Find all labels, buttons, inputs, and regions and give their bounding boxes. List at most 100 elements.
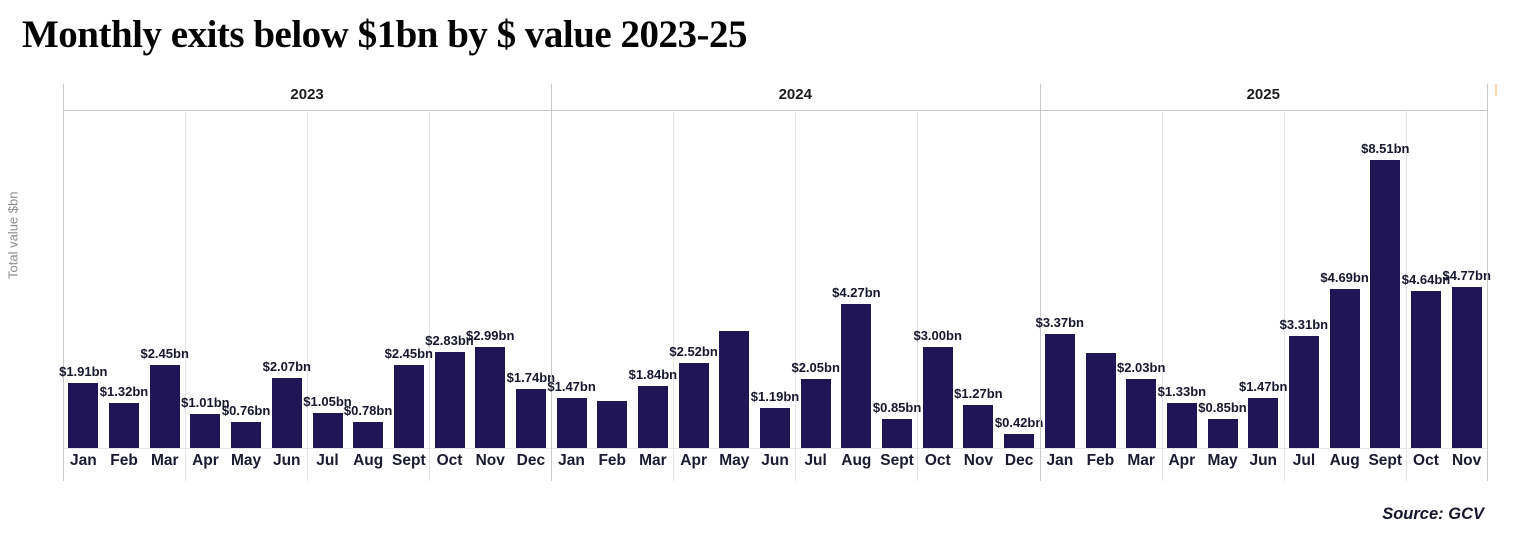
bar-2024-jul[interactable] — [800, 379, 831, 448]
bar-2023-jun[interactable] — [271, 378, 302, 448]
month-label-2024-nov: Nov — [963, 452, 994, 469]
bar-2024-jan[interactable] — [556, 398, 587, 448]
bar-2024-oct[interactable] — [922, 347, 953, 448]
bar-value-label: $0.42bn — [994, 415, 1044, 430]
bar-value-label: $3.00bn — [913, 328, 962, 343]
bar-value-label: $1.01bn — [181, 395, 230, 410]
bar-2025-jul[interactable] — [1288, 336, 1319, 448]
month-label-2025-may: May — [1207, 452, 1238, 469]
source-credit: Source: GCV — [1382, 505, 1484, 523]
month-label-2024-jan: Jan — [558, 452, 585, 469]
month-label-2023-jun: Jun — [272, 452, 301, 469]
quarter-separator-line — [1283, 110, 1285, 481]
bar-2023-mar[interactable] — [149, 365, 180, 448]
bar-2023-apr[interactable] — [190, 414, 221, 448]
month-label-2023-jan: Jan — [69, 452, 97, 469]
bar-2025-may[interactable] — [1207, 419, 1238, 448]
bar-2023-sept[interactable] — [393, 365, 424, 448]
month-label-2025-jun: Jun — [1249, 452, 1278, 469]
bar-2023-aug[interactable] — [353, 422, 384, 448]
month-label-2023-dec: Dec — [516, 452, 546, 469]
month-label-2024-mar: Mar — [639, 452, 667, 469]
bar-value-label: $1.47bn — [1238, 379, 1288, 394]
bar-2024-feb[interactable] — [597, 401, 628, 448]
year-boundary-line — [551, 84, 553, 481]
bar-value-label: $0.78bn — [343, 403, 393, 418]
bar-2025-oct[interactable] — [1411, 291, 1441, 448]
bar-2025-mar[interactable] — [1126, 379, 1157, 448]
bar-2023-may[interactable] — [231, 422, 262, 448]
bar-2025-apr[interactable] — [1166, 403, 1197, 448]
bar-2025-jun[interactable] — [1248, 398, 1279, 448]
bar-2024-aug[interactable] — [841, 304, 872, 448]
bar-value-label: $2.07bn — [262, 359, 312, 374]
bar-value-label: $2.45bn — [140, 346, 189, 361]
quarter-separator-line — [307, 110, 309, 481]
bar-value-label: $2.99bn — [465, 328, 515, 343]
bar-value-label: $2.05bn — [791, 360, 840, 375]
bar-2024-jun[interactable] — [760, 408, 790, 448]
bar-2024-may[interactable] — [719, 331, 750, 448]
bar-2025-nov[interactable] — [1451, 287, 1482, 448]
bar-value-label: $3.31bn — [1279, 317, 1329, 332]
plot-right-edge-line — [1487, 84, 1488, 481]
bar-2024-mar[interactable] — [637, 386, 668, 448]
quarter-separator-line — [795, 110, 797, 481]
bar-value-label: $1.91bn — [59, 364, 108, 379]
bar-2024-nov[interactable] — [963, 405, 994, 448]
month-label-2023-oct: Oct — [436, 452, 463, 469]
bar-2025-aug[interactable] — [1329, 289, 1360, 448]
bar-2024-sept[interactable] — [882, 419, 913, 448]
bar-value-label: $3.37bn — [1035, 315, 1085, 330]
month-label-2024-jul: Jul — [804, 452, 827, 469]
bar-2023-jan[interactable] — [68, 383, 99, 448]
bar-value-label: $2.03bn — [1116, 360, 1166, 375]
quarter-separator-line — [185, 110, 187, 481]
year-boundary-line — [1039, 84, 1041, 481]
month-label-2023-jul: Jul — [316, 452, 339, 469]
month-label-2024-may: May — [719, 452, 750, 469]
month-label-2024-dec: Dec — [1004, 452, 1034, 469]
bar-2025-jan[interactable] — [1044, 334, 1075, 448]
x-axis-line — [63, 448, 1487, 449]
month-label-2025-oct: Oct — [1413, 452, 1439, 469]
quarter-separator-line — [1405, 110, 1407, 481]
bar-value-label: $1.47bn — [547, 379, 596, 394]
year-header-2025: 2025 — [1246, 86, 1280, 103]
bar-value-label: $4.77bn — [1442, 268, 1491, 283]
year-header-2023: 2023 — [290, 86, 324, 103]
month-label-2023-nov: Nov — [475, 452, 505, 469]
bar-value-label: $8.51bn — [1361, 141, 1410, 156]
chart-title: Monthly exits below $1bn by $ value 2023… — [22, 13, 747, 56]
month-label-2025-aug: Aug — [1329, 452, 1360, 469]
bar-value-label: $0.76bn — [221, 403, 271, 418]
bar-2023-oct[interactable] — [434, 352, 465, 448]
bar-value-label: $1.74bn — [506, 370, 556, 385]
bar-2023-feb[interactable] — [109, 403, 139, 448]
bar-2023-nov[interactable] — [475, 347, 506, 448]
bar-2024-apr[interactable] — [678, 363, 709, 448]
month-label-2024-sept: Sept — [880, 452, 914, 469]
plot-header-line — [63, 110, 1487, 111]
bar-2024-dec[interactable] — [1004, 434, 1035, 448]
month-label-2025-jan: Jan — [1046, 452, 1074, 469]
month-label-2024-feb: Feb — [598, 452, 627, 469]
bar-value-label: $1.84bn — [628, 367, 678, 382]
bar-value-label: $4.69bn — [1320, 270, 1369, 285]
month-label-2023-mar: Mar — [150, 452, 179, 469]
bar-2025-feb[interactable] — [1085, 353, 1116, 448]
bar-value-label: $1.27bn — [954, 386, 1003, 401]
bar-value-label: $1.32bn — [99, 384, 149, 399]
bar-value-label: $1.19bn — [750, 389, 800, 404]
month-label-2025-sept: Sept — [1368, 452, 1403, 469]
bar-2023-jul[interactable] — [312, 413, 343, 448]
plot-left-edge-line — [63, 84, 64, 481]
month-label-2025-nov: Nov — [1451, 452, 1482, 469]
bar-2025-sept[interactable] — [1370, 160, 1401, 448]
quarter-separator-line — [917, 110, 919, 481]
month-label-2025-feb: Feb — [1086, 452, 1115, 469]
bar-value-label: $2.83bn — [425, 333, 474, 348]
year-header-2024: 2024 — [778, 86, 812, 103]
bar-2023-dec[interactable] — [515, 389, 546, 448]
bar-value-label: $4.64bn — [1401, 272, 1451, 287]
